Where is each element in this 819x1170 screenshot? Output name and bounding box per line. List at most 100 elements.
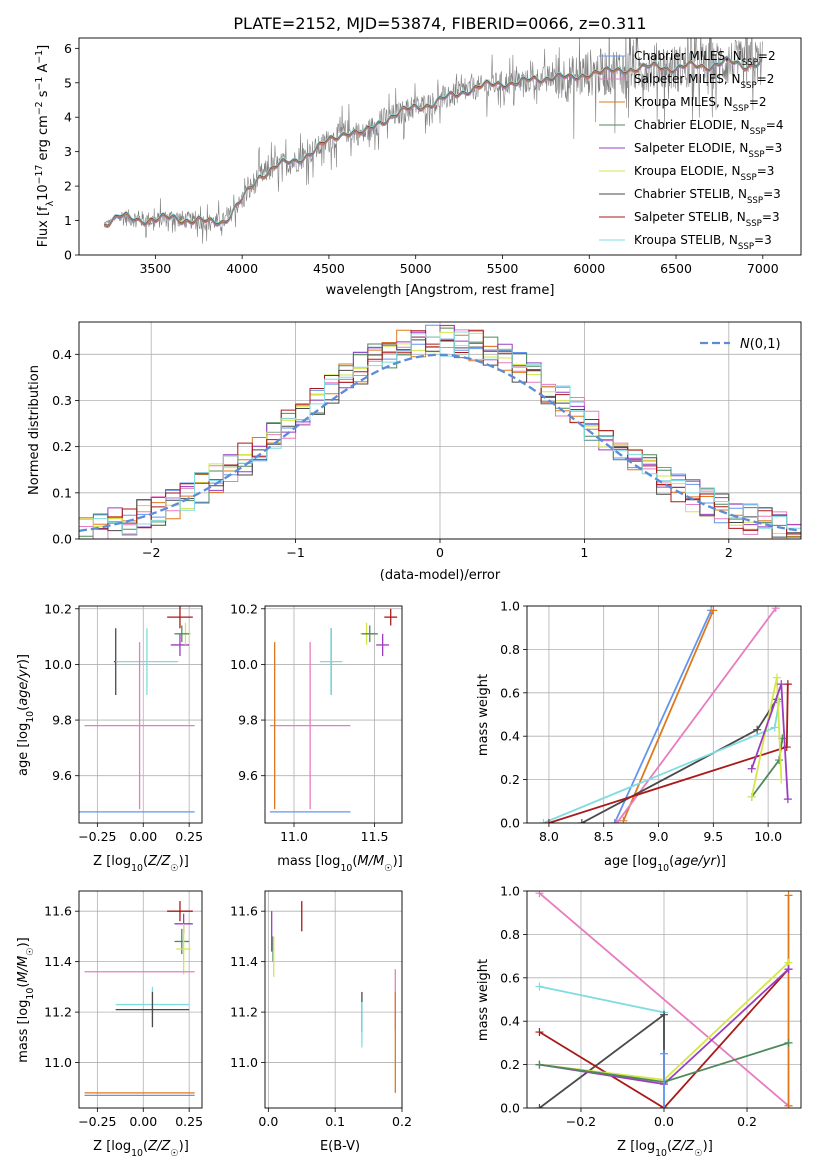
series-marker <box>784 1038 793 1047</box>
y-axis-label: mass weight <box>476 674 491 756</box>
x-tick-label: 3500 <box>139 261 171 276</box>
series-marker <box>784 1101 793 1108</box>
legend-entry: Chabrier MILES, NSSP=2 <box>634 49 776 68</box>
x-tick-label: 9.0 <box>649 829 669 844</box>
plot-area <box>79 606 195 813</box>
y-axis-label: mass weight <box>476 959 491 1041</box>
x-axis-label: Z [log10(Z/Z☉)] <box>93 854 189 874</box>
y-tick-label: 0.4 <box>500 1014 520 1029</box>
y-tick-label: 5 <box>64 75 72 90</box>
series-marker <box>747 792 756 801</box>
y-tick-label: 0.0 <box>52 532 72 547</box>
panel-age_vs_mass: 11.0 11.5 9.6 9.8 10.0 10.2 mass [log10(M/M☉)] <box>230 601 403 873</box>
histogram-kroupa_stelib <box>92 331 801 539</box>
axes-frame <box>526 605 802 824</box>
y-tick-label: 0.2 <box>52 439 72 454</box>
y-tick-label: 0.0 <box>500 1101 520 1116</box>
x-tick-label: 0.25 <box>175 829 203 844</box>
series-marker <box>784 891 793 900</box>
y-tick-label: 0 <box>64 248 72 263</box>
x-tick-label: 0.25 <box>175 1114 203 1129</box>
series-line-salpeter_miles <box>616 607 777 823</box>
y-tick-label: 11.6 <box>44 904 72 919</box>
x-tick-label: 6000 <box>573 261 605 276</box>
y-tick-label: 11.0 <box>44 1055 72 1070</box>
y-tick-label: 11.2 <box>230 1005 258 1020</box>
y-tick-label: 0.8 <box>500 927 520 942</box>
plot-area <box>104 38 764 244</box>
y-axis-label: mass [log10(M/M☉)] <box>16 937 36 1063</box>
x-tick-label: 6500 <box>660 261 692 276</box>
x-tick-label: −1 <box>286 545 304 560</box>
y-tick-label: 11.4 <box>230 954 258 969</box>
x-tick-label: 0.2 <box>392 1114 412 1129</box>
y-tick-label: 2 <box>64 179 72 194</box>
plot-area <box>79 324 801 539</box>
axes-frame <box>78 37 802 256</box>
panel-age_vs_Z: −0.25 0.00 0.25 9.6 9.8 10.0 10.2 Z [log10(Z/Z☉… <box>16 601 203 873</box>
plot-area <box>271 901 396 1093</box>
series-marker <box>753 725 762 734</box>
series-marker <box>612 819 621 823</box>
x-tick-label: 0.00 <box>129 829 157 844</box>
y-tick-label: 11.2 <box>44 1005 72 1020</box>
y-tick-label: 0.4 <box>52 347 72 362</box>
series-marker <box>709 606 718 615</box>
legend-entry: Chabrier STELIB, NSSP=3 <box>634 187 781 206</box>
x-tick-label: 11.0 <box>280 829 308 844</box>
series-marker <box>775 756 784 765</box>
x-tick-label: 2 <box>725 545 733 560</box>
series-marker <box>610 819 619 823</box>
figure-title: PLATE=2152, MJD=53874, FIBERID=0066, z=0… <box>233 14 646 33</box>
series-marker <box>535 1104 544 1108</box>
x-axis-label: Z [log10(Z/Z☉)] <box>617 1139 713 1159</box>
y-tick-label: 11.4 <box>44 954 72 969</box>
series-marker <box>772 673 781 682</box>
legend-entry: N(0,1) <box>740 337 781 352</box>
y-tick-label: 0.4 <box>500 729 520 744</box>
x-tick-label: 0.1 <box>325 1114 345 1129</box>
plot-area <box>535 891 793 1108</box>
axes-frame <box>78 321 802 540</box>
series-marker <box>535 1028 544 1037</box>
x-tick-label: 5500 <box>487 261 519 276</box>
axes-frame <box>526 890 802 1109</box>
series-marker <box>777 775 786 784</box>
legend-entry: Kroupa STELIB, NSSP=3 <box>634 233 772 252</box>
y-tick-label: 10.2 <box>44 601 72 616</box>
y-tick-label: 0.1 <box>52 485 72 500</box>
legend-entry: Kroupa ELODIE, NSSP=3 <box>634 164 774 183</box>
x-tick-label: −2 <box>142 545 160 560</box>
x-tick-label: 4000 <box>226 261 258 276</box>
series-marker <box>777 680 786 689</box>
series-marker <box>535 891 544 898</box>
y-tick-label: 10.0 <box>230 657 258 672</box>
series-marker <box>660 1010 668 1019</box>
axes-frame <box>264 605 403 824</box>
x-tick-label: −0.25 <box>78 1114 116 1129</box>
series-marker <box>535 1060 544 1069</box>
legend-entry: Salpeter MILES, NSSP=2 <box>634 72 774 91</box>
x-tick-label: 0.0 <box>258 1114 278 1129</box>
x-tick-label: 10.0 <box>754 829 782 844</box>
x-tick-label: −0.25 <box>78 829 116 844</box>
series-marker <box>544 819 553 823</box>
x-tick-label: 7000 <box>747 261 779 276</box>
y-tick-label: 0.0 <box>500 816 520 831</box>
x-tick-label: 11.5 <box>361 829 389 844</box>
y-tick-label: 11.0 <box>230 1055 258 1070</box>
x-axis-label: mass [log10(M/M☉)] <box>277 854 403 874</box>
chart-panels: 3500 4000 4500 5000 5500 6000 6500 7000 0 1 2 3 4 5 6 w… <box>16 37 802 1159</box>
x-tick-label: 8.0 <box>539 829 559 844</box>
series-marker <box>660 1049 668 1058</box>
y-tick-label: 10.2 <box>230 601 258 616</box>
series-marker <box>577 819 586 823</box>
y-tick-label: 0.6 <box>500 685 520 700</box>
x-tick-label: 1 <box>580 545 588 560</box>
y-axis-label: Normed distribution <box>27 365 42 495</box>
series-marker <box>747 764 756 773</box>
y-tick-label: 4 <box>64 110 72 125</box>
x-tick-label: 0.00 <box>129 1114 157 1129</box>
y-tick-label: 10.0 <box>44 657 72 672</box>
